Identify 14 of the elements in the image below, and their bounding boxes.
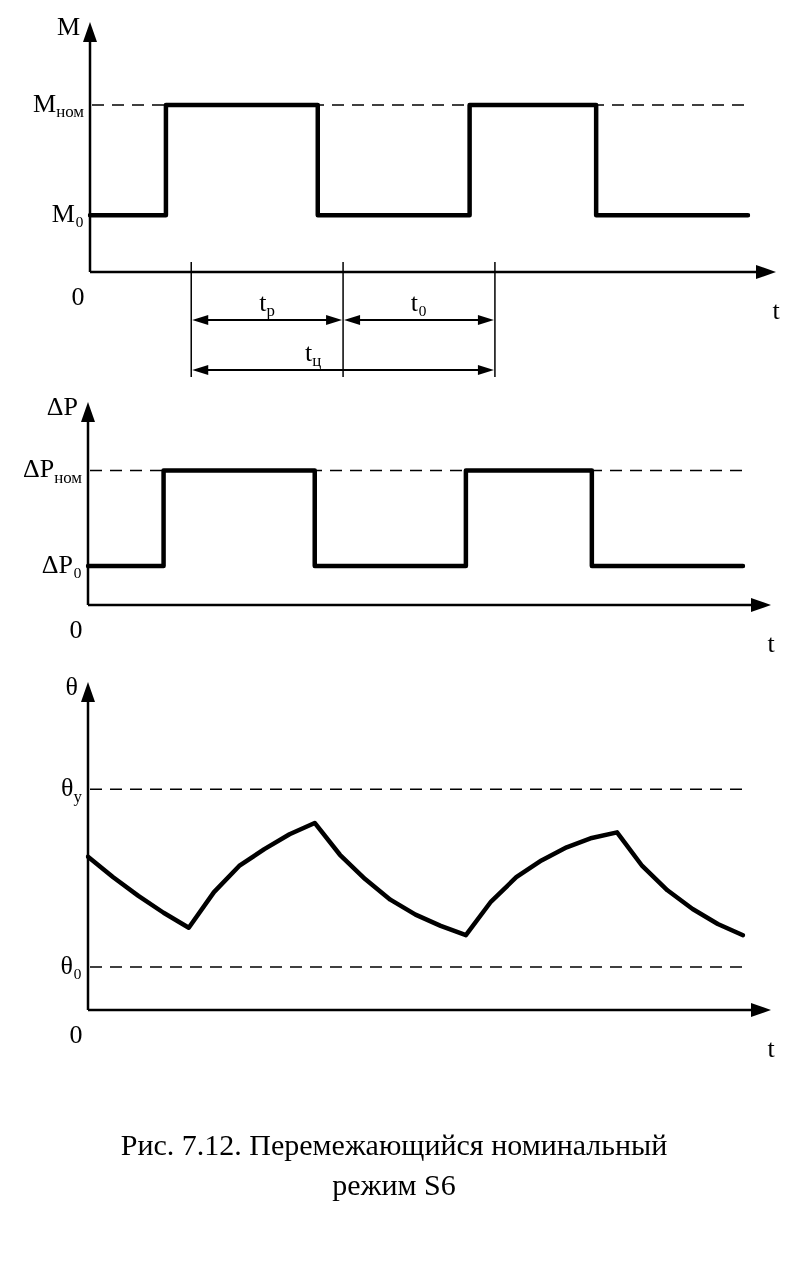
text: 0 <box>69 1019 83 1049</box>
y-axis-title: ΔP <box>46 391 79 421</box>
x-axis-title: t <box>772 295 781 325</box>
y-axis-title: θ <box>65 671 79 701</box>
x-axis-title: t <box>767 628 776 658</box>
x-axis-title: t <box>767 1033 776 1063</box>
text: ΔP₀ <box>41 549 83 579</box>
ref-line-label: θ₀ <box>60 950 83 980</box>
text: 0 <box>71 281 85 311</box>
text: M₀ <box>51 199 84 229</box>
y-axis-title: M <box>56 11 81 41</box>
text: Рис. 7.12. Перемежающийся номинальный режим S6 <box>119 1127 669 1203</box>
text: 0 <box>69 614 83 644</box>
text: t₀ <box>410 287 428 317</box>
